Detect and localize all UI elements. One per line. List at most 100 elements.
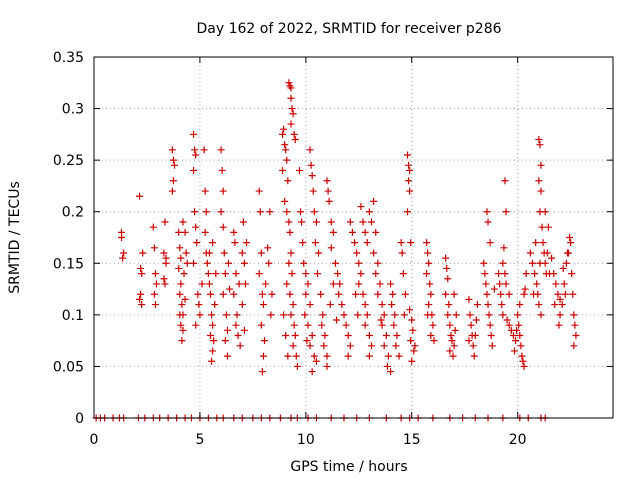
data-point xyxy=(410,347,418,355)
data-point xyxy=(344,352,352,360)
data-point xyxy=(509,331,517,339)
data-point xyxy=(222,311,230,319)
data-point xyxy=(389,290,397,298)
data-point xyxy=(292,352,300,360)
data-point xyxy=(537,311,545,319)
data-point xyxy=(427,331,435,339)
data-point xyxy=(178,301,186,309)
data-point xyxy=(483,208,491,216)
data-point xyxy=(236,342,244,350)
data-point xyxy=(329,228,337,236)
data-point xyxy=(442,254,450,262)
data-point xyxy=(387,368,395,376)
data-point xyxy=(289,342,297,350)
data-point xyxy=(230,228,238,236)
data-point xyxy=(537,161,545,169)
data-point xyxy=(241,280,249,288)
data-point xyxy=(195,301,203,309)
data-point xyxy=(502,208,510,216)
data-point xyxy=(323,352,331,360)
data-point xyxy=(257,249,265,257)
data-point xyxy=(488,342,496,350)
data-point xyxy=(377,316,385,324)
data-point xyxy=(287,249,295,257)
data-point xyxy=(559,264,567,272)
data-point xyxy=(338,301,346,309)
y-tick-label: 0.3 xyxy=(62,102,84,118)
data-point xyxy=(404,208,412,216)
data-point xyxy=(281,141,289,149)
data-point xyxy=(550,270,558,278)
data-point xyxy=(393,331,401,339)
data-point xyxy=(311,239,319,247)
data-point xyxy=(162,259,170,267)
data-point xyxy=(308,172,316,180)
data-point xyxy=(555,321,563,329)
data-point xyxy=(291,331,299,339)
data-point xyxy=(219,290,227,298)
data-point xyxy=(243,239,251,247)
data-point xyxy=(516,331,524,339)
data-point xyxy=(255,270,263,278)
data-point xyxy=(543,249,551,257)
data-point xyxy=(287,311,295,319)
data-point xyxy=(518,352,526,360)
data-point xyxy=(193,239,201,247)
data-point xyxy=(285,218,293,226)
data-point xyxy=(284,352,292,360)
data-point xyxy=(203,259,211,267)
data-point xyxy=(378,301,386,309)
data-point xyxy=(234,331,242,339)
data-point xyxy=(378,321,386,329)
data-point xyxy=(359,218,367,226)
data-point xyxy=(198,280,206,288)
data-point xyxy=(495,270,503,278)
data-point xyxy=(473,301,481,309)
data-point xyxy=(256,208,264,216)
data-point xyxy=(212,270,220,278)
data-point xyxy=(392,342,400,350)
data-point xyxy=(484,218,492,226)
data-point xyxy=(313,270,321,278)
data-point xyxy=(200,146,208,154)
data-point xyxy=(548,254,556,262)
data-point xyxy=(520,362,528,370)
data-point xyxy=(541,259,549,267)
axis-ticks: 0 0.05 0.1 0.15 0.2 0.25 0.3 0.35 0 5 10 15 20 xyxy=(53,50,613,448)
x-tick-label: 10 xyxy=(297,432,315,448)
data-point xyxy=(447,331,455,339)
data-point xyxy=(259,352,267,360)
data-point xyxy=(443,264,451,272)
data-point xyxy=(312,218,320,226)
data-point xyxy=(537,187,545,195)
x-tick-label: 0 xyxy=(90,432,99,448)
data-point xyxy=(196,311,204,319)
data-point xyxy=(177,254,185,262)
data-point xyxy=(382,331,390,339)
data-point xyxy=(541,208,549,216)
y-tick-label: 0.35 xyxy=(53,50,84,66)
data-point xyxy=(170,161,178,169)
data-point xyxy=(283,156,291,164)
data-point xyxy=(380,311,388,319)
data-point xyxy=(160,249,168,257)
data-point xyxy=(217,208,225,216)
data-point xyxy=(151,270,159,278)
data-point xyxy=(287,120,295,128)
data-point xyxy=(169,156,177,164)
data-point xyxy=(499,311,507,319)
data-point xyxy=(217,146,225,154)
data-point xyxy=(355,280,363,288)
data-point xyxy=(450,290,458,298)
data-point xyxy=(535,136,543,144)
data-point xyxy=(268,290,276,298)
data-point xyxy=(487,331,495,339)
data-point xyxy=(304,280,312,288)
data-point xyxy=(395,352,403,360)
data-point xyxy=(536,141,544,149)
data-point xyxy=(168,187,176,195)
data-point xyxy=(400,311,408,319)
data-point xyxy=(192,223,200,231)
data-point xyxy=(522,270,530,278)
